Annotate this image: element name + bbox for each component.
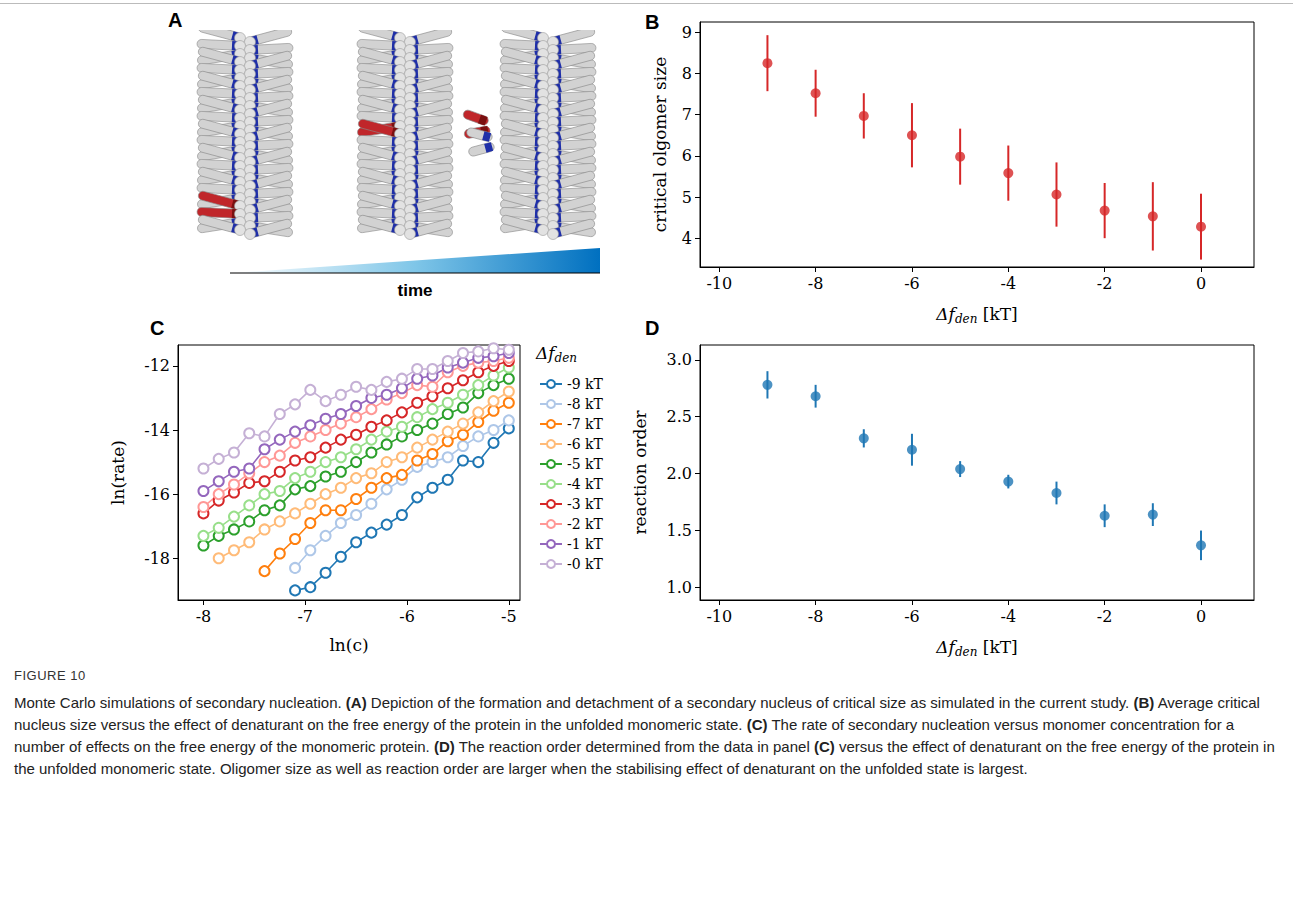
svg-text:den: den xyxy=(555,351,578,365)
svg-text:-4 kT: -4 kT xyxy=(567,476,604,492)
svg-text:9: 9 xyxy=(682,23,692,42)
svg-text:A: A xyxy=(168,9,182,31)
svg-text:2.5: 2.5 xyxy=(667,407,692,426)
svg-text:-6: -6 xyxy=(904,607,920,626)
svg-text:-4: -4 xyxy=(1001,607,1017,626)
svg-text:-2: -2 xyxy=(1097,274,1113,293)
svg-text:3.0: 3.0 xyxy=(667,350,692,369)
svg-text:ln(rate): ln(rate) xyxy=(108,440,128,505)
svg-text:-5: -5 xyxy=(501,607,517,626)
svg-text:0: 0 xyxy=(1196,607,1206,626)
svg-text:-8 kT: -8 kT xyxy=(567,396,604,412)
svg-text:4: 4 xyxy=(682,229,692,248)
html-text:FIGURE 10: FIGURE 10 xyxy=(14,668,86,683)
svg-text:-5 kT: -5 kT xyxy=(567,456,604,472)
svg-text:-7: -7 xyxy=(297,607,313,626)
svg-text:-6: -6 xyxy=(904,274,920,293)
svg-text:-3 kT: -3 kT xyxy=(567,496,604,512)
svg-text:[kT]: [kT] xyxy=(977,304,1017,324)
svg-text:-10: -10 xyxy=(706,274,732,293)
svg-text:-10: -10 xyxy=(706,607,732,626)
svg-text:-12: -12 xyxy=(144,356,170,375)
svg-text:-0 kT: -0 kT xyxy=(567,556,604,572)
svg-text:C: C xyxy=(150,317,164,339)
svg-text:5: 5 xyxy=(682,188,692,207)
svg-text:1.0: 1.0 xyxy=(667,578,692,597)
svg-text:D: D xyxy=(645,317,659,339)
svg-text:Δf: Δf xyxy=(936,637,955,657)
svg-text:ln(c): ln(c) xyxy=(329,635,368,655)
svg-text:-2: -2 xyxy=(1097,607,1113,626)
svg-text:1.5: 1.5 xyxy=(667,521,692,540)
svg-text:-7 kT: -7 kT xyxy=(567,416,604,432)
svg-text:-9 kT: -9 kT xyxy=(567,376,604,392)
svg-text:-16: -16 xyxy=(144,485,170,504)
svg-text:-8: -8 xyxy=(196,607,212,626)
svg-text:6: 6 xyxy=(682,146,692,165)
svg-text:-6 kT: -6 kT xyxy=(567,436,604,452)
svg-text:reaction order: reaction order xyxy=(630,410,650,535)
svg-text:0: 0 xyxy=(1196,274,1206,293)
svg-text:time: time xyxy=(398,281,433,300)
svg-text:-1 kT: -1 kT xyxy=(567,536,604,552)
svg-text:8: 8 xyxy=(682,64,692,83)
svg-text:-8: -8 xyxy=(808,274,824,293)
svg-text:-2 kT: -2 kT xyxy=(567,516,604,532)
svg-text:-18: -18 xyxy=(144,549,170,568)
svg-text:-14: -14 xyxy=(144,421,170,440)
svg-text:-6: -6 xyxy=(399,607,415,626)
svg-text:den: den xyxy=(955,645,978,659)
svg-text:den: den xyxy=(955,312,978,326)
html-text:Monte Carlo simulations of sec: Monte Carlo simulations of secondary nuc… xyxy=(14,694,1275,777)
svg-text:2.0: 2.0 xyxy=(667,464,692,483)
svg-text:Δf: Δf xyxy=(936,304,955,324)
svg-text:[kT]: [kT] xyxy=(977,637,1017,657)
svg-text:7: 7 xyxy=(682,105,692,124)
svg-text:Δf: Δf xyxy=(536,342,555,363)
svg-text:B: B xyxy=(645,11,659,33)
svg-text:critical olgomer size: critical olgomer size xyxy=(650,57,670,233)
svg-text:-8: -8 xyxy=(808,607,824,626)
svg-text:-4: -4 xyxy=(1001,274,1017,293)
